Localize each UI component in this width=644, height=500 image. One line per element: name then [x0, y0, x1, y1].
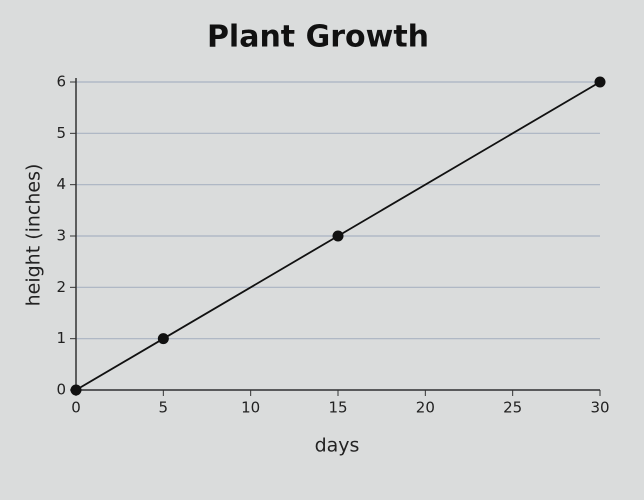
data-line: [75, 81, 601, 391]
y-tick-label: 2: [56, 278, 66, 296]
y-tick-label: 1: [56, 329, 66, 347]
y-tick-label: 3: [56, 227, 66, 245]
y-axis-label: height (inches): [23, 164, 45, 307]
x-tick-label: 10: [241, 399, 260, 417]
x-axis-label: days: [315, 435, 360, 457]
chart-title: Plant Growth: [207, 20, 429, 55]
x-tick-label: 25: [503, 399, 522, 417]
data-point: [594, 76, 606, 88]
x-tick-label: 30: [590, 399, 609, 417]
y-tick-label: 4: [56, 175, 66, 193]
data-point: [70, 384, 82, 396]
y-tick-label: 5: [56, 124, 66, 142]
x-tick-label: 5: [159, 399, 169, 417]
data-point: [157, 333, 169, 345]
x-tick-label: 20: [416, 399, 435, 417]
y-tick-label: 0: [56, 381, 66, 399]
y-tick-label: 6: [56, 73, 66, 91]
x-tick-label: 15: [328, 399, 347, 417]
data-point: [332, 230, 344, 242]
x-tick-label: 0: [71, 399, 81, 417]
